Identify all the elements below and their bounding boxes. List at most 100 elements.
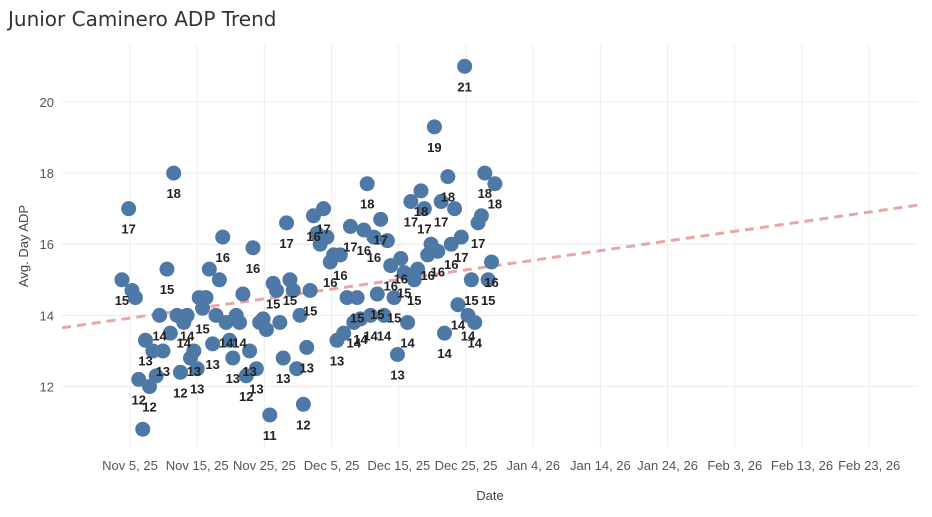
data-point	[152, 307, 168, 323]
data-point	[302, 282, 318, 298]
data-label: 14	[180, 328, 195, 343]
data-point	[342, 218, 358, 234]
data-point	[242, 343, 258, 359]
data-point	[189, 361, 205, 377]
data-label: 17	[404, 215, 418, 230]
x-tick-label: Feb 13, 26	[771, 458, 833, 473]
data-point	[201, 261, 217, 277]
data-label: 16	[384, 279, 398, 294]
data-point	[349, 290, 365, 306]
y-axis-ticks: 12 14 16 18 20	[40, 95, 54, 395]
data-label: 14	[219, 335, 234, 350]
y-tick-label: 16	[40, 237, 54, 252]
data-label: 17	[454, 250, 468, 265]
data-point	[473, 208, 489, 224]
data-label: 17	[316, 222, 330, 237]
x-axis-ticks: Nov 5, 25 Nov 15, 25 Nov 25, 25 Dec 5, 25 De…	[102, 458, 900, 473]
data-point	[376, 307, 392, 323]
chart-title: Junior Caminero ADP Trend	[6, 7, 276, 31]
data-label: 14	[363, 328, 378, 343]
data-label: 11	[263, 428, 277, 443]
data-point	[413, 183, 429, 199]
data-label: 12	[239, 389, 253, 404]
data-point	[198, 290, 214, 306]
data-label: 13	[156, 364, 170, 379]
data-point	[225, 350, 241, 366]
data-point	[135, 421, 151, 437]
data-label: 12	[173, 385, 187, 400]
data-label: 13	[138, 353, 152, 368]
data-label: 14	[377, 328, 392, 343]
data-label: 12	[132, 392, 146, 407]
data-label: 16	[333, 268, 347, 283]
data-point	[248, 361, 264, 377]
y-tick-label: 12	[40, 380, 54, 395]
data-label: 13	[276, 371, 290, 386]
data-point	[373, 211, 389, 227]
data-label: 16	[420, 268, 434, 283]
data-label: 17	[121, 222, 135, 237]
data-label: 14	[347, 335, 362, 350]
data-label: 15	[303, 303, 317, 318]
data-label: 15	[115, 293, 129, 308]
data-label: 15	[481, 293, 495, 308]
data-point	[403, 194, 419, 210]
data-point	[285, 282, 301, 298]
data-point	[426, 119, 442, 135]
data-label: 13	[249, 382, 263, 397]
data-point	[430, 243, 446, 259]
data-point	[268, 282, 284, 298]
x-tick-label: Nov 15, 25	[166, 458, 229, 473]
data-label: 18	[166, 186, 180, 201]
x-tick-label: Feb 23, 26	[838, 458, 900, 473]
data-point	[258, 322, 274, 338]
x-tick-label: Jan 14, 26	[570, 458, 631, 473]
data-label: 13	[390, 368, 404, 383]
data-label: 16	[246, 261, 260, 276]
data-point	[447, 201, 463, 217]
data-label: 16	[394, 271, 408, 286]
y-tick-label: 18	[40, 166, 54, 181]
data-label: 13	[190, 382, 204, 397]
x-tick-label: Nov 5, 25	[102, 458, 158, 473]
data-label: 14	[152, 328, 167, 343]
data-point	[162, 325, 178, 341]
data-label: 16	[367, 250, 381, 265]
data-point	[477, 165, 493, 181]
data-label: 13	[226, 371, 240, 386]
data-point	[433, 194, 449, 210]
data-point	[262, 407, 278, 423]
data-point	[299, 339, 315, 355]
data-label: 18	[478, 186, 492, 201]
data-point	[480, 272, 496, 288]
data-label: 15	[283, 293, 297, 308]
data-label: 13	[242, 364, 256, 379]
data-label: 14	[353, 332, 368, 347]
data-label: 16	[484, 275, 498, 290]
data-point	[484, 254, 500, 270]
data-point	[410, 261, 426, 277]
grid-lines	[62, 45, 918, 447]
data-point	[272, 314, 288, 330]
data-point	[336, 325, 352, 341]
data-label: 16	[216, 250, 230, 265]
data-label: 14	[177, 335, 192, 350]
data-label: 14	[232, 335, 247, 350]
data-point	[316, 201, 332, 217]
data-point	[453, 229, 469, 245]
data-point	[235, 286, 251, 302]
data-point	[467, 314, 483, 330]
data-point	[379, 233, 395, 249]
data-point	[221, 332, 237, 348]
data-label: 14	[468, 335, 483, 350]
y-tick-label: 14	[40, 308, 54, 323]
data-point	[179, 307, 195, 323]
data-label: 17	[417, 222, 431, 237]
data-point	[127, 290, 143, 306]
data-label: 16	[431, 264, 445, 279]
data-label: 17	[373, 232, 387, 247]
data-point	[487, 176, 503, 192]
data-point	[369, 286, 385, 302]
x-tick-label: Dec 15, 25	[367, 458, 430, 473]
